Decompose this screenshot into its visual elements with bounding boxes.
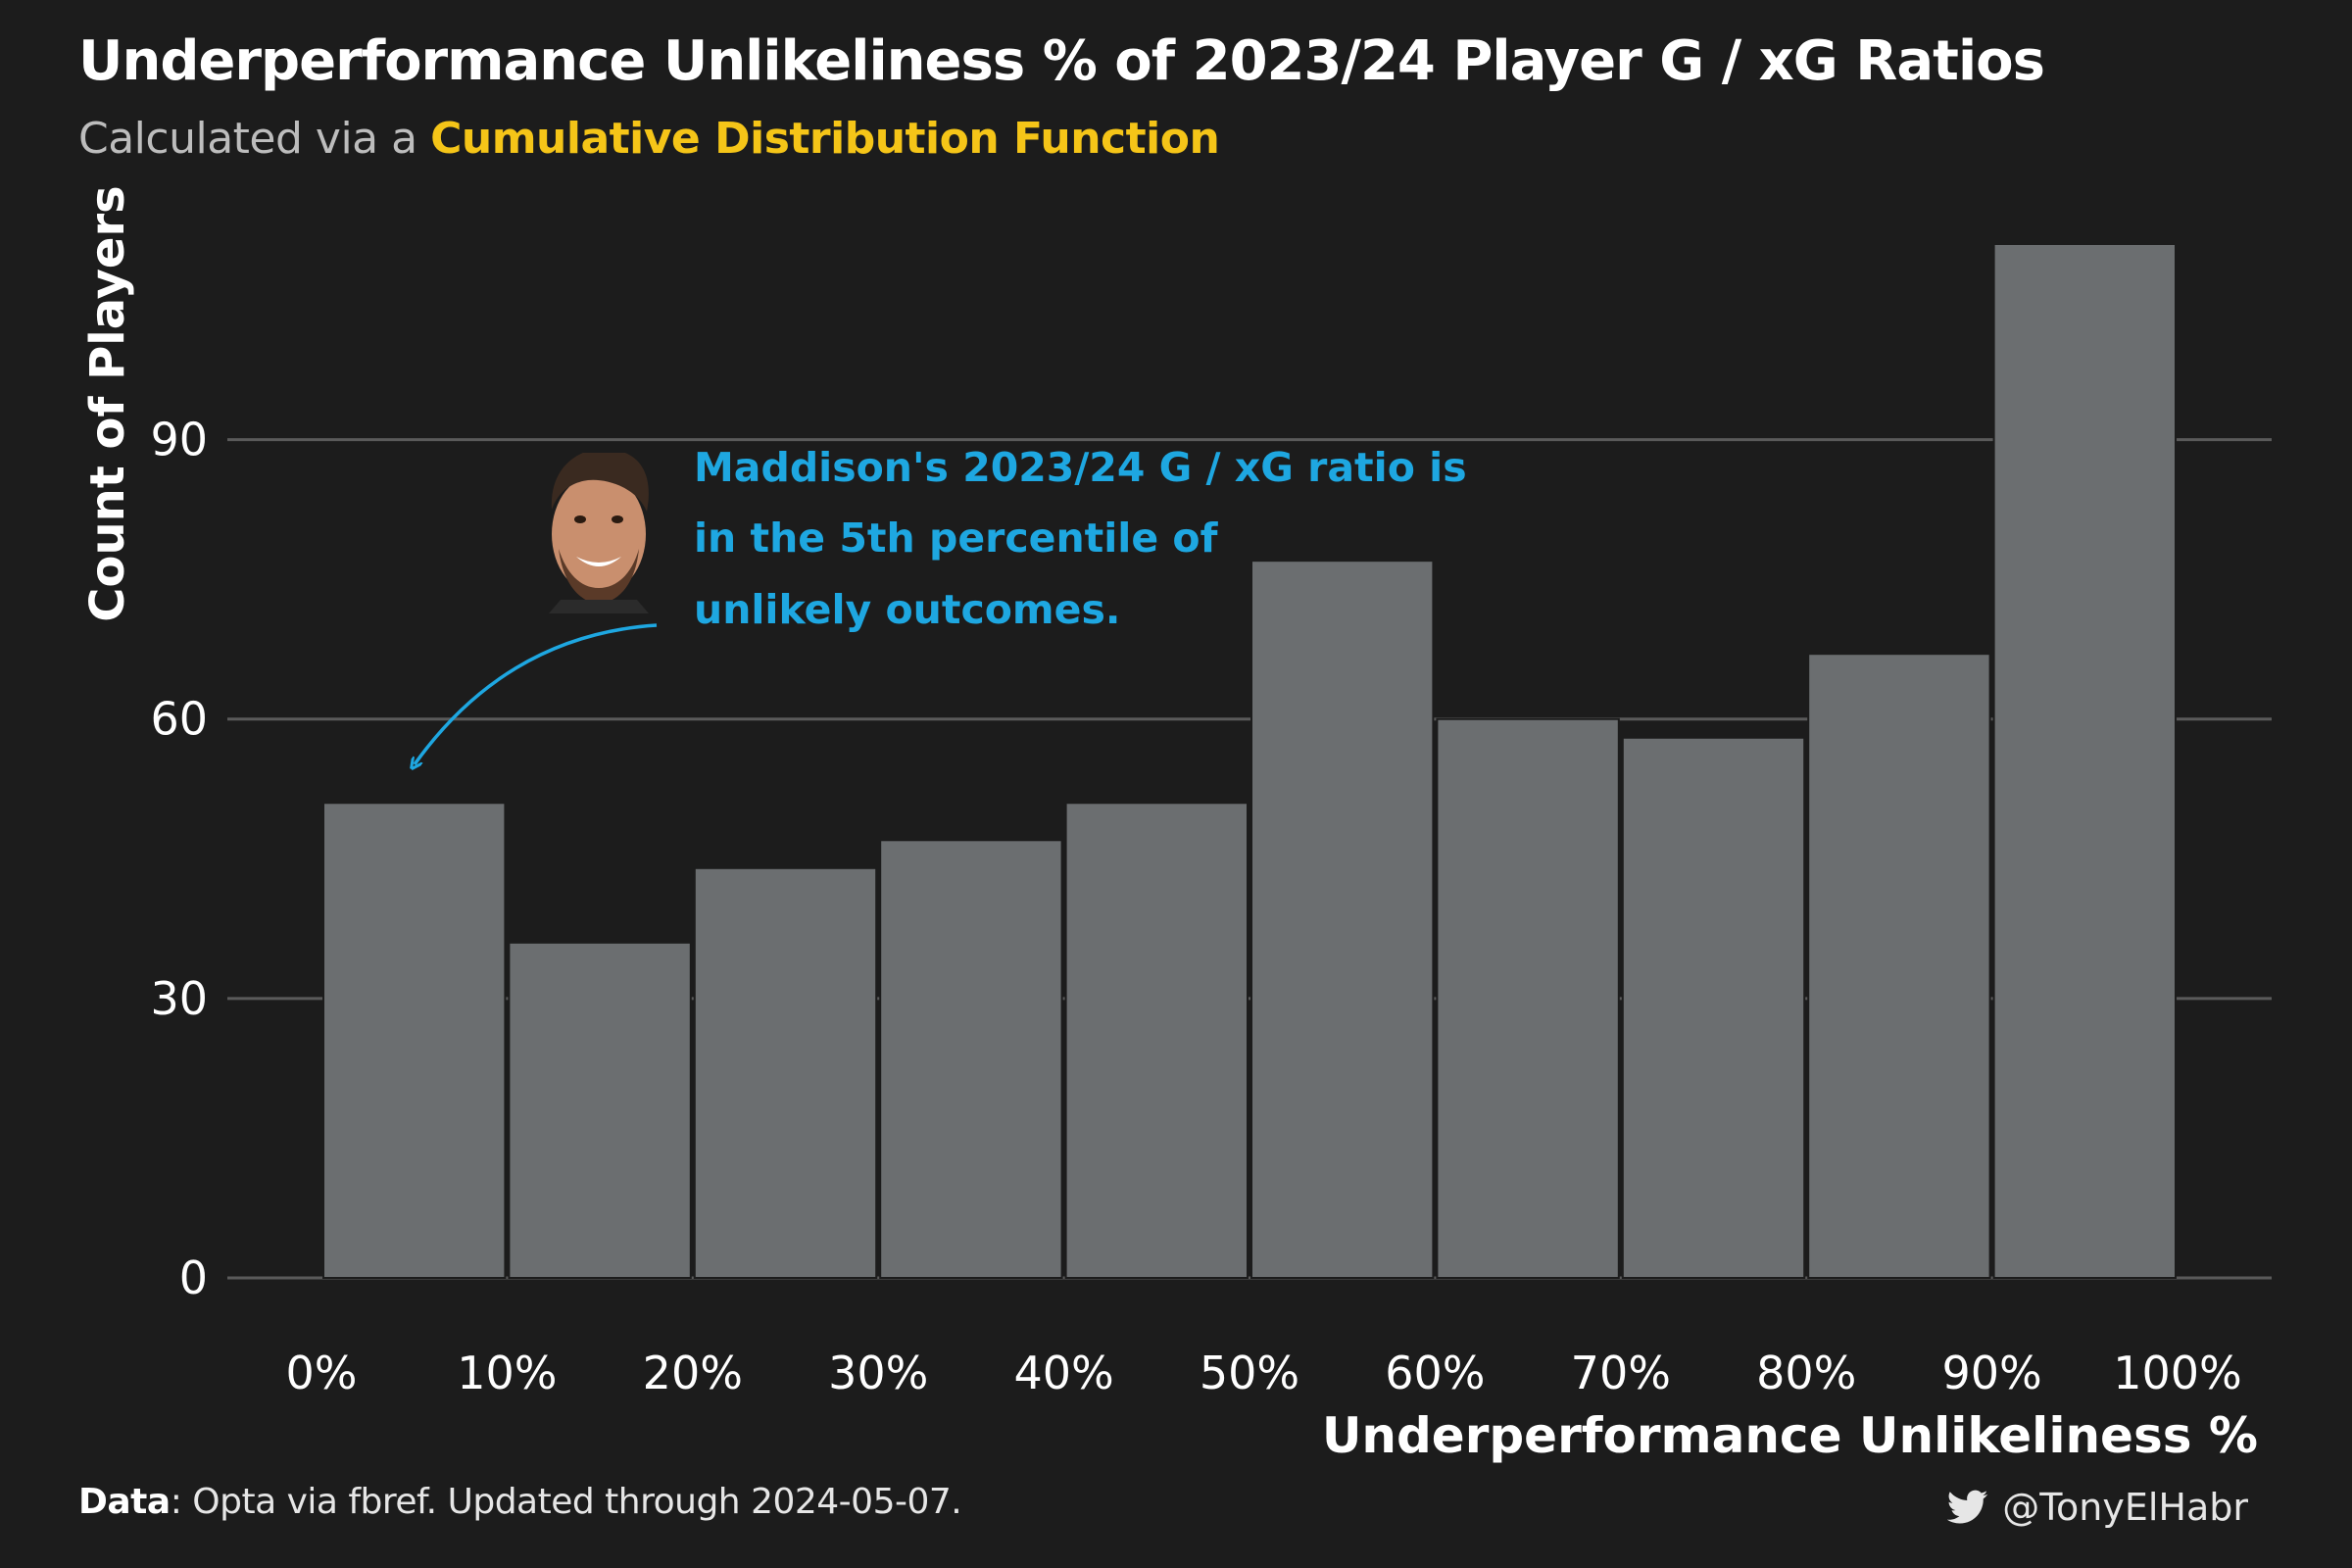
x-tick-label: 70% bbox=[1571, 1347, 1671, 1399]
subtitle-highlight: Cumulative Distribution Function bbox=[430, 114, 1220, 164]
y-tick-label: 0 bbox=[179, 1251, 208, 1304]
footer-handle-text: @TonyElHabr bbox=[2002, 1486, 2248, 1529]
x-tick-labels: 0% 10% 20% 30% 40% 50% 60% 70% 80% 90% 100% bbox=[286, 1347, 2242, 1399]
histogram-bar bbox=[1064, 802, 1249, 1279]
player-headshot-image bbox=[541, 453, 657, 613]
x-tick-label: 100% bbox=[2113, 1347, 2242, 1399]
x-tick-label: 60% bbox=[1385, 1347, 1485, 1399]
x-tick-label: 20% bbox=[643, 1347, 743, 1399]
footer-data-label: Data bbox=[78, 1482, 171, 1522]
histogram-bar bbox=[1807, 653, 1991, 1279]
x-tick-label: 50% bbox=[1200, 1347, 1299, 1399]
histogram-bar bbox=[322, 802, 507, 1279]
x-axis-label: Underperformance Unlikeliness % bbox=[1322, 1407, 2258, 1464]
annotation-arrow bbox=[415, 623, 658, 764]
y-tick-label: 30 bbox=[150, 972, 208, 1025]
histogram-bar bbox=[879, 839, 1063, 1279]
footer-handle: @TonyElHabr bbox=[1947, 1486, 2248, 1529]
x-tick-label: 10% bbox=[457, 1347, 557, 1399]
footer-data-text: : Opta via fbref. Updated through 2024-0… bbox=[170, 1482, 962, 1522]
y-tick-label: 90 bbox=[150, 414, 208, 466]
footer-source: Data: Opta via fbref. Updated through 20… bbox=[78, 1482, 962, 1522]
subtitle-prefix: Calculated via a bbox=[78, 114, 431, 164]
bars-group bbox=[322, 243, 2177, 1280]
histogram-bar bbox=[1992, 243, 2177, 1279]
x-tick-label: 0% bbox=[286, 1347, 358, 1399]
twitter-bird-icon bbox=[1947, 1490, 1988, 1524]
histogram-bar bbox=[1436, 717, 1620, 1279]
x-tick-label: 80% bbox=[1756, 1347, 1856, 1399]
annotation-line: Maddison's 2023/24 G / xG ratio is bbox=[694, 444, 1467, 491]
y-tick-label: 60 bbox=[150, 693, 208, 746]
chart-subtitle: Calculated via a Cumulative Distribution… bbox=[78, 114, 1220, 164]
annotation-line: unlikely outcomes. bbox=[694, 586, 1120, 633]
histogram-bar bbox=[508, 941, 692, 1279]
x-tick-label: 40% bbox=[1013, 1347, 1113, 1399]
x-tick-label: 90% bbox=[1941, 1347, 2041, 1399]
x-tick-label: 30% bbox=[828, 1347, 928, 1399]
y-axis-label: Count of Players bbox=[80, 185, 135, 621]
histogram-bar bbox=[693, 866, 878, 1280]
histogram-bar bbox=[1621, 736, 1806, 1279]
histogram-bar bbox=[1250, 560, 1435, 1279]
annotation-line: in the 5th percentile of bbox=[694, 514, 1219, 562]
y-tick-labels: 0 30 60 90 bbox=[150, 414, 208, 1304]
chart-title: Underperformance Unlikeliness % of 2023/… bbox=[78, 29, 2045, 93]
annotation: Maddison's 2023/24 G / xG ratio is in th… bbox=[694, 444, 1467, 633]
